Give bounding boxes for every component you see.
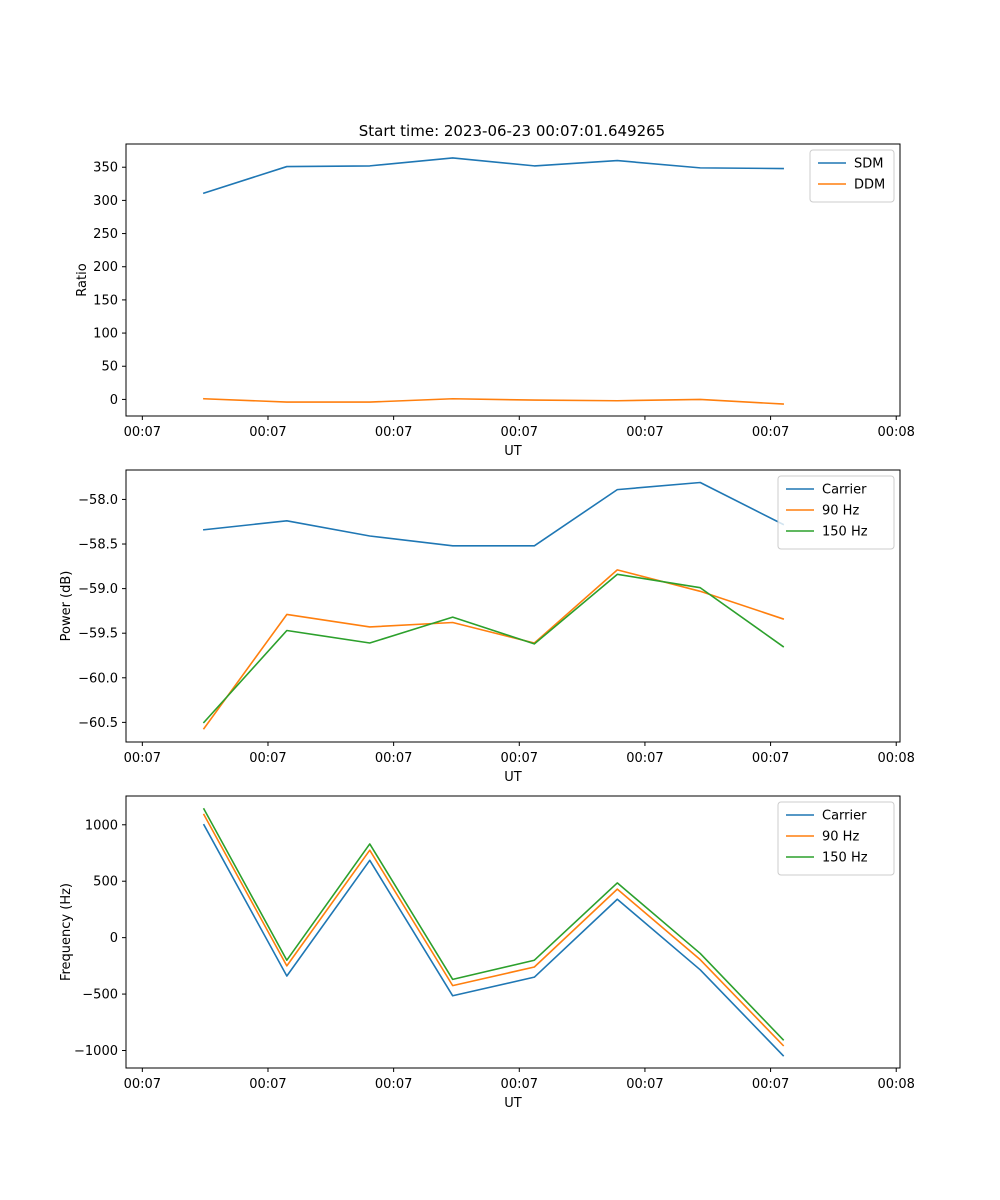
series-line-sdm — [202, 157, 784, 195]
legend: Carrier 90 Hz 150 Hz — [777, 475, 895, 550]
legend: SDM DDM — [809, 149, 895, 203]
y-axis-label: Ratio — [75, 263, 90, 296]
y-tick-label: 350 — [93, 161, 118, 176]
y-tick-label: 250 — [93, 227, 118, 242]
subplots: 00:07 00:07 00:07 00:07 00:07 00:07 00:08 UT 0 50… — [59, 143, 915, 1111]
axes-frame — [125, 143, 901, 417]
series-line-carrier — [203, 481, 785, 547]
y-tick-label: 150 — [93, 293, 118, 308]
y-tick-label: 1000 — [85, 818, 118, 833]
x-tick-label: 00:07 — [752, 1077, 789, 1092]
x-tick-label: 00:07 — [124, 425, 161, 440]
y-tick-label: 50 — [101, 360, 118, 375]
x-tick-label: 00:07 — [249, 1077, 286, 1092]
series-line-carrier — [202, 823, 785, 1057]
x-tick-label: 00:07 — [375, 751, 412, 766]
y-tick-label: 100 — [93, 327, 118, 342]
y-tick-label: 0 — [110, 393, 118, 408]
axes-frame — [125, 795, 901, 1069]
x-tick-label: 00:07 — [124, 1077, 161, 1092]
y-tick-label: −58.5 — [78, 538, 118, 553]
y-tick-label: 200 — [93, 260, 118, 275]
subplot-2: 00:07 00:07 00:07 00:07 00:07 00:07 00:08 UT −60… — [59, 469, 915, 785]
y-tick-label: −58.0 — [78, 493, 118, 508]
y-tick-label: −59.5 — [78, 627, 118, 642]
legend-label: Carrier — [822, 809, 867, 824]
y-tick-label: −60.0 — [78, 671, 118, 686]
series-group — [202, 157, 784, 405]
x-tick-label: 00:07 — [626, 751, 663, 766]
x-tick-label: 00:07 — [375, 425, 412, 440]
legend-label: 150 Hz — [822, 851, 868, 866]
series-line-ddm — [203, 397, 784, 405]
series-group — [202, 481, 785, 730]
x-tick-label: 00:08 — [877, 1077, 914, 1092]
legend-label: 90 Hz — [822, 830, 859, 845]
y-tick-label: 0 — [110, 931, 118, 946]
y-tick-label: 300 — [93, 194, 118, 209]
legend: Carrier 90 Hz 150 Hz — [777, 801, 895, 876]
x-tick-label: 00:07 — [249, 751, 286, 766]
x-tick-label: 00:07 — [501, 425, 538, 440]
subplot-1: 00:07 00:07 00:07 00:07 00:07 00:07 00:08 UT 0 50… — [75, 143, 915, 459]
x-axis-label: UT — [504, 1096, 522, 1111]
legend-label: 150 Hz — [822, 525, 868, 540]
x-tick-label: 00:07 — [375, 1077, 412, 1092]
figure-title: Start time: 2023-06-23 00:07:01.649265 — [359, 122, 665, 140]
x-tick-label: 00:07 — [752, 425, 789, 440]
series-line-150-hz — [202, 807, 785, 1041]
x-tick-label: 00:08 — [877, 425, 914, 440]
y-tick-label: −1000 — [74, 1044, 118, 1059]
y-tick-label: −500 — [82, 988, 118, 1003]
x-axis-label: UT — [504, 444, 522, 459]
x-tick-label: 00:07 — [626, 425, 663, 440]
x-tick-label: 00:07 — [501, 1077, 538, 1092]
y-axis-label: Frequency (Hz) — [59, 883, 74, 981]
subplot-3: 00:07 00:07 00:07 00:07 00:07 00:07 00:08 UT −10… — [59, 795, 915, 1111]
y-tick-label: −59.0 — [78, 582, 118, 597]
x-tick-label: 00:07 — [626, 1077, 663, 1092]
legend-label: Carrier — [822, 483, 867, 498]
axes-frame — [125, 469, 901, 743]
legend-label: SDM — [854, 157, 883, 172]
x-tick-label: 00:07 — [249, 425, 286, 440]
legend-label: 90 Hz — [822, 504, 859, 519]
y-axis-label: Power (dB) — [59, 571, 74, 642]
legend-label: DDM — [854, 178, 885, 193]
x-tick-label: 00:07 — [124, 751, 161, 766]
y-tick-label: 500 — [93, 875, 118, 890]
series-line-90-hz — [202, 813, 785, 1047]
x-tick-label: 00:08 — [877, 751, 914, 766]
x-tick-label: 00:07 — [752, 751, 789, 766]
x-tick-label: 00:07 — [501, 751, 538, 766]
y-tick-label: −60.5 — [78, 716, 118, 731]
x-axis-label: UT — [504, 770, 522, 785]
series-line-90-hz — [202, 569, 785, 730]
series-group — [202, 807, 785, 1057]
series-line-150-hz — [202, 573, 785, 724]
